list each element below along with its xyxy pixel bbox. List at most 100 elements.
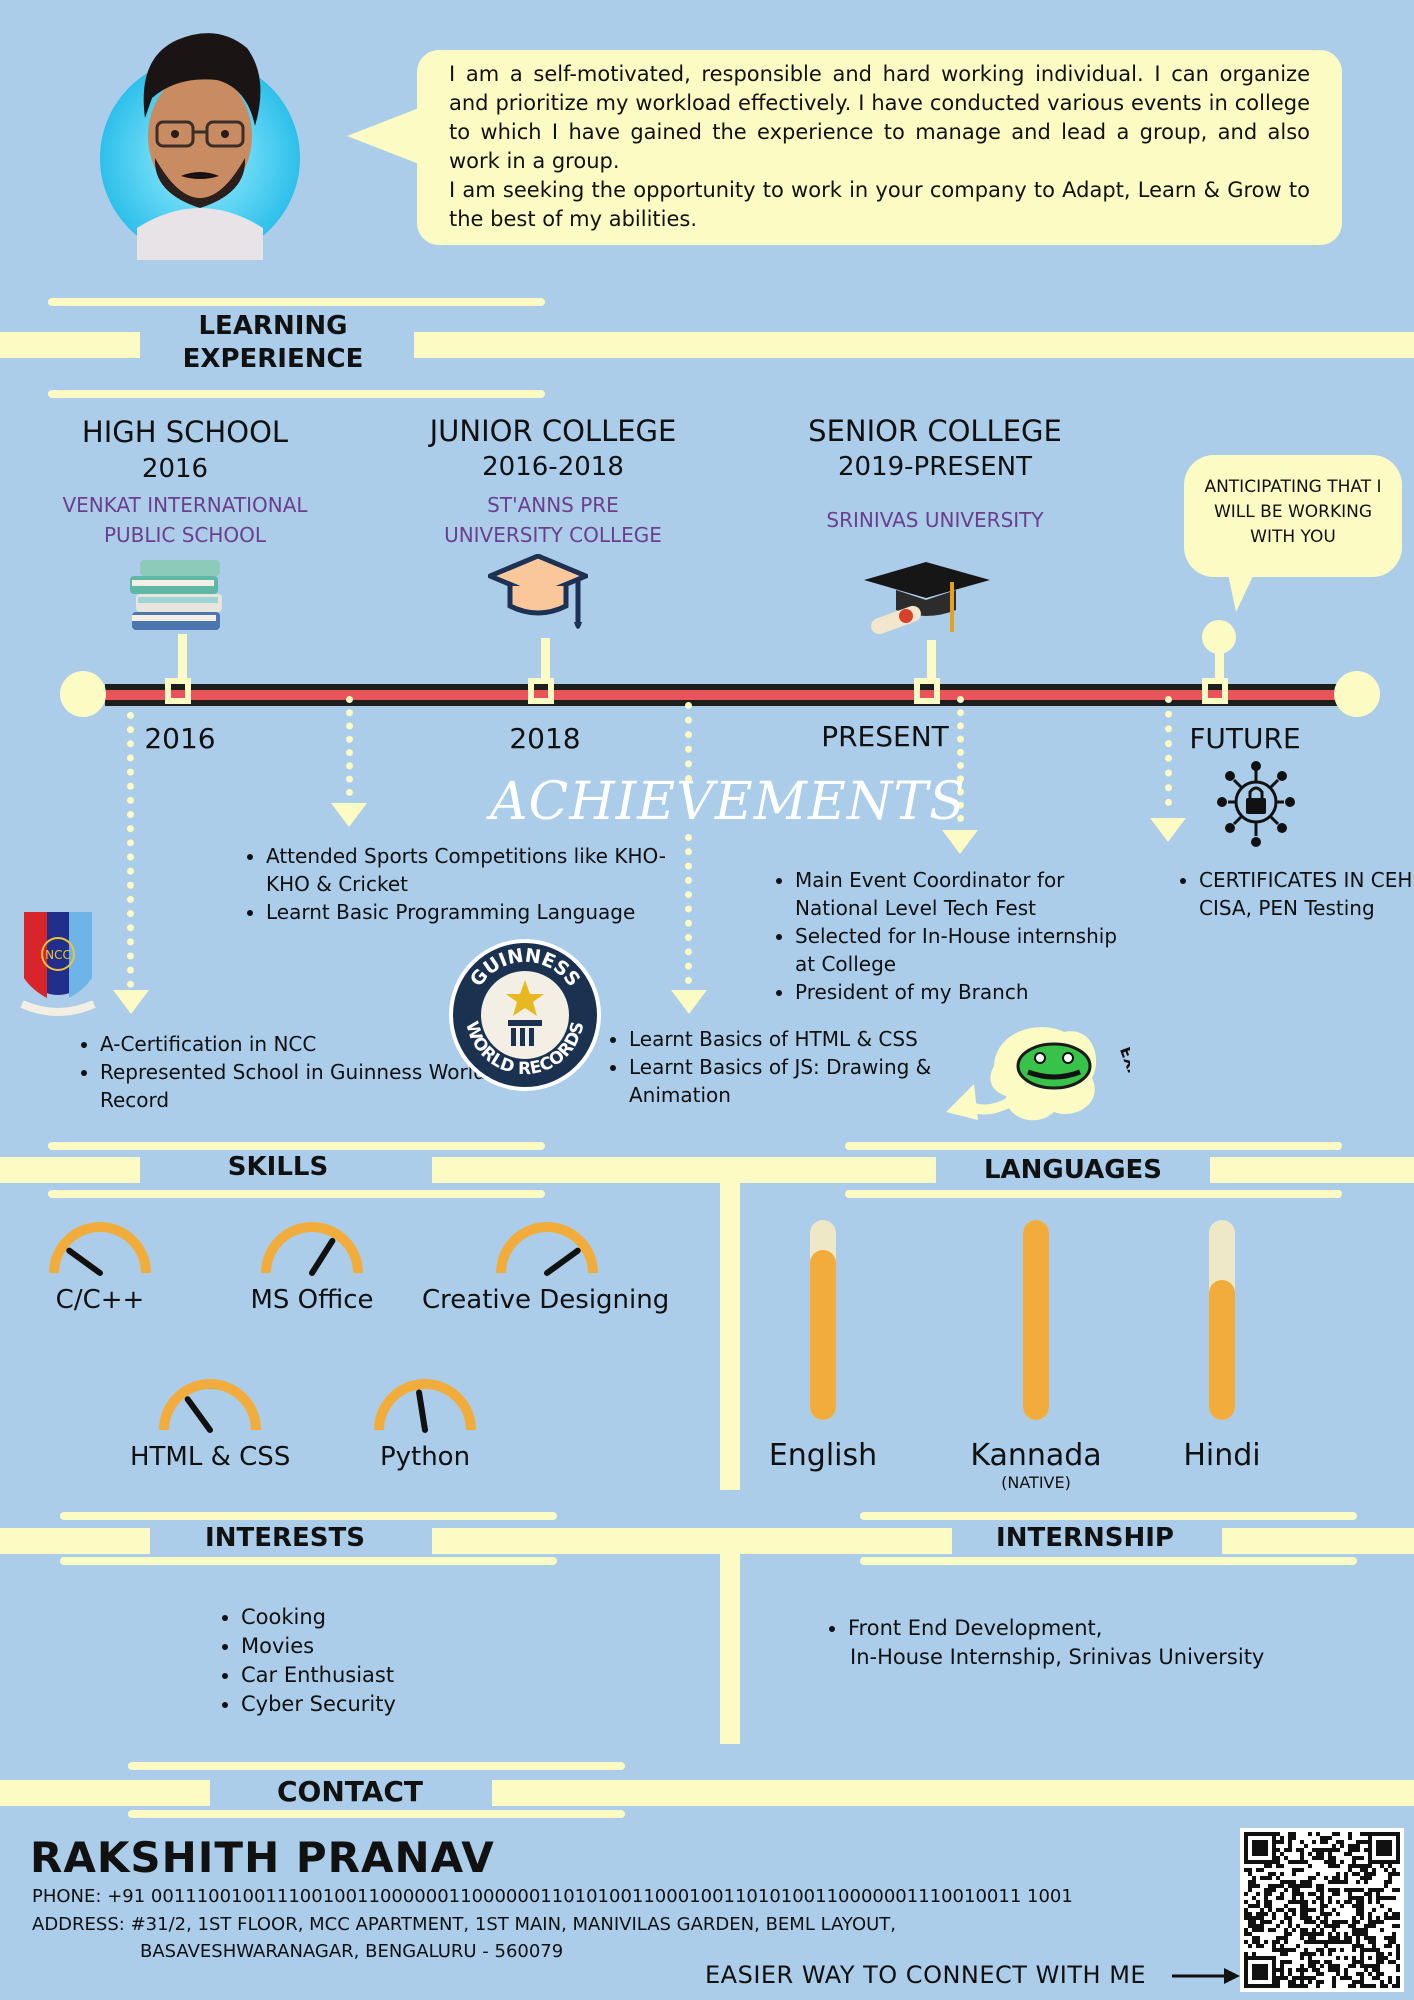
connector-dotted bbox=[346, 696, 353, 796]
list-item: A-Certification in NCC bbox=[100, 1030, 510, 1058]
qr-caption: EASIER WAY TO CONNECT WITH ME bbox=[705, 1961, 1147, 1989]
school-line-2: PUBLIC SCHOOL bbox=[103, 523, 267, 547]
list-item: CERTIFICATES IN CEH, CISA, PEN Testing bbox=[1199, 866, 1414, 922]
stage-year: 2019-PRESENT bbox=[838, 452, 1032, 482]
divider bbox=[48, 1190, 545, 1198]
gauge-dial bbox=[496, 1222, 598, 1276]
contact-name: RAKSHITH PRANAV bbox=[30, 1833, 495, 1882]
timeline-marker bbox=[914, 678, 940, 704]
divider-vertical bbox=[720, 1170, 740, 1490]
divider bbox=[1210, 1157, 1414, 1183]
skill-label: Python bbox=[379, 1442, 471, 1472]
heading-line-2: EXPERIENCE bbox=[182, 344, 364, 374]
timeline-bar bbox=[105, 684, 1340, 706]
section-heading-contact: CONTACT bbox=[276, 1775, 424, 1808]
connector-dotted bbox=[685, 834, 692, 984]
connector-arrow bbox=[671, 990, 707, 1014]
timeline-marker bbox=[165, 678, 191, 704]
list-item: Selected for In-House internship at Coll… bbox=[795, 922, 1135, 978]
list-item: Cooking bbox=[241, 1603, 396, 1632]
bar-fill bbox=[1209, 1280, 1235, 1420]
timeline-future-node bbox=[1202, 620, 1236, 654]
connector-dotted bbox=[957, 696, 964, 822]
divider bbox=[60, 1512, 557, 1520]
arrow-right-icon bbox=[1172, 1966, 1240, 1990]
bio-bubble: I am a self-motivated, responsible and h… bbox=[417, 50, 1342, 245]
section-heading-interests: INTERESTS bbox=[205, 1523, 365, 1553]
stage-school: SRINIVAS UNIVERSITY bbox=[780, 505, 1090, 535]
gauge-needle bbox=[416, 1389, 428, 1433]
list-item: Represented School in Guinness World Rec… bbox=[100, 1058, 510, 1114]
divider bbox=[60, 1557, 557, 1565]
skill-gauge: MS Office bbox=[232, 1215, 392, 1315]
list-item: Front End Development,In-House Internshi… bbox=[848, 1614, 1388, 1672]
list-item: Car Enthusiast bbox=[241, 1661, 396, 1690]
timeline-marker bbox=[1202, 678, 1228, 704]
address-label: ADDRESS: bbox=[32, 1914, 125, 1935]
skill-label: MS Office bbox=[250, 1285, 374, 1315]
bar-fill bbox=[1023, 1220, 1049, 1420]
contact-phone: PHONE: +91 00111001001110010011000000110… bbox=[32, 1886, 1073, 1907]
timeline-stem bbox=[178, 634, 187, 678]
qr-code[interactable] bbox=[1240, 1828, 1404, 1992]
language-bar: English bbox=[753, 1220, 893, 1473]
language-bar: Hindi bbox=[1152, 1220, 1292, 1473]
bar-track bbox=[810, 1220, 836, 1420]
divider bbox=[48, 1142, 545, 1150]
future-bubble: ANTICIPATING THAT I WILL BE WORKING WITH… bbox=[1184, 455, 1402, 577]
future-bubble-tail bbox=[1228, 574, 1254, 612]
divider bbox=[845, 1190, 1342, 1198]
gauge-dial bbox=[374, 1379, 476, 1433]
connector-dotted bbox=[127, 712, 134, 988]
timeline-label: PRESENT bbox=[821, 720, 949, 753]
timeline-stem bbox=[927, 640, 936, 678]
divider bbox=[0, 1780, 210, 1806]
stage-school: VENKAT INTERNATIONAL PUBLIC SCHOOL bbox=[20, 490, 350, 550]
ncc-badge-text: NCC bbox=[45, 948, 71, 962]
bar-track bbox=[1023, 1220, 1049, 1420]
internship-detail: In-House Internship, Srinivas University bbox=[850, 1645, 1265, 1669]
language-label: Hindi bbox=[1183, 1438, 1261, 1473]
gauge-arc bbox=[496, 1222, 598, 1274]
timeline-stem bbox=[1215, 652, 1224, 678]
stage-year: 2016 bbox=[141, 454, 209, 484]
divider bbox=[414, 332, 1414, 358]
achievement-list-2017: Attended Sports Competitions like KHO-KH… bbox=[238, 842, 666, 926]
timeline-start-node bbox=[60, 671, 106, 717]
divider bbox=[0, 1157, 140, 1183]
timeline-marker bbox=[528, 678, 554, 704]
stage-title: HIGH SCHOOL bbox=[81, 415, 289, 449]
timeline-label: FUTURE bbox=[1189, 722, 1301, 755]
timeline-label: 2016 bbox=[144, 722, 216, 755]
achievements-heading: ACHIEVEMENTS bbox=[490, 772, 966, 832]
timeline-stem bbox=[541, 638, 550, 678]
speech-bubble-tip bbox=[347, 108, 419, 164]
divider bbox=[1222, 1528, 1414, 1554]
divider bbox=[432, 1528, 952, 1554]
stage-year: 2016-2018 bbox=[482, 452, 624, 482]
skill-gauge: Creative Designing bbox=[422, 1215, 670, 1315]
bio-paragraph-2: I am seeking the opportunity to work in … bbox=[449, 178, 1310, 231]
divider bbox=[128, 1810, 625, 1818]
list-item: Attended Sports Competitions like KHO-KH… bbox=[266, 842, 666, 898]
section-heading-internship: INTERNSHIP bbox=[996, 1523, 1174, 1553]
divider bbox=[492, 1780, 1414, 1806]
divider bbox=[48, 298, 545, 306]
internship-title: Front End Development bbox=[848, 1616, 1096, 1640]
connector-dotted bbox=[1165, 696, 1172, 806]
divider bbox=[48, 390, 545, 398]
future-bubble-text: ANTICIPATING THAT I WILL BE WORKING WITH… bbox=[1204, 477, 1382, 547]
list-item: Main Event Coordinator for National Leve… bbox=[795, 866, 1135, 922]
achievement-list-2018: Learnt Basics of HTML & CSS Learnt Basic… bbox=[601, 1025, 1029, 1109]
achievement-list-future: CERTIFICATES IN CEH, CISA, PEN Testing bbox=[1171, 866, 1414, 922]
contact-address: ADDRESS: #31/2, 1ST FLOOR, MCC APARTMENT… bbox=[32, 1911, 896, 1965]
language-label: Kannada bbox=[970, 1438, 1102, 1473]
divider bbox=[860, 1512, 1357, 1520]
connector-arrow bbox=[942, 830, 978, 854]
gauge-dial bbox=[49, 1222, 151, 1276]
skill-gauge: C/C++ bbox=[20, 1215, 180, 1315]
example-blob-icon: EXAMPLE bbox=[944, 1020, 1160, 1134]
skill-label: Creative Designing bbox=[422, 1285, 670, 1315]
avatar bbox=[97, 18, 303, 260]
gauge-needle bbox=[544, 1247, 581, 1276]
